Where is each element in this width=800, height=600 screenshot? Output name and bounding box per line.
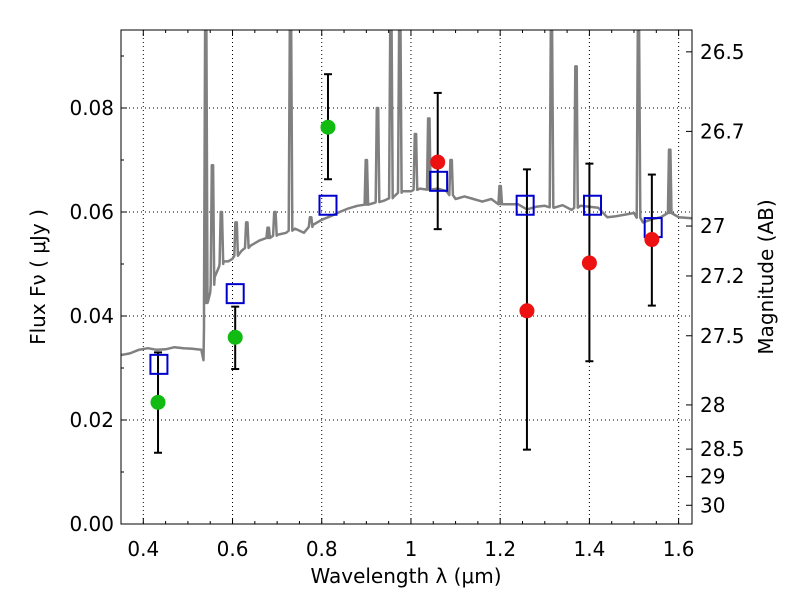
x-axis-label: Wavelength λ (μm): [310, 564, 501, 588]
right-tick-label: 26.5: [700, 40, 745, 64]
y-axis-label: Flux Fν ( μJy ): [26, 209, 50, 345]
detection-layer: [150, 119, 660, 410]
model-box: [225, 283, 245, 305]
red-point: [430, 154, 446, 170]
x-tick-label: 1: [405, 537, 418, 561]
red-point: [644, 232, 660, 248]
right-tick-label: 28.5: [700, 437, 745, 461]
right-tick-label: 30: [700, 493, 725, 517]
right-axis-label: Magnitude (AB): [754, 199, 778, 354]
x-tick-label: 1.2: [484, 537, 516, 561]
model-box: [149, 353, 169, 375]
model-box: [318, 194, 338, 216]
x-tick-label: 0.8: [306, 537, 338, 561]
plot-frame: [120, 29, 693, 525]
y-tick-label: 0.00: [69, 512, 114, 536]
x-tick-label: 0.6: [217, 537, 249, 561]
red-point: [519, 303, 535, 319]
model-box-layer: [149, 170, 663, 375]
green-point: [150, 394, 166, 410]
y-tick-label: 0.06: [69, 200, 114, 224]
y-tick-label: 0.02: [69, 408, 114, 432]
right-tick-label: 27.2: [700, 264, 745, 288]
right-tick-label: 26.7: [700, 119, 745, 143]
y-tick-label: 0.04: [69, 304, 114, 328]
right-tick-label: 27.5: [700, 324, 745, 348]
green-point: [320, 119, 336, 135]
model-box: [429, 170, 449, 192]
tick-layer: 0.4 0.6 0.8 1 1.2 1.4 1.6 0.00 0.02 0.04 0.06 0.08 2…: [69, 30, 745, 561]
model-box: [515, 194, 535, 216]
y-tick-label: 0.08: [69, 96, 114, 120]
model-box: [583, 194, 603, 216]
x-tick-label: 1.4: [573, 537, 605, 561]
sed-layer: [121, 30, 692, 362]
sed-line: [121, 30, 692, 362]
red-point: [581, 255, 597, 271]
x-tick-label: 0.4: [127, 537, 159, 561]
right-tick-label: 28: [700, 393, 725, 417]
green-point: [227, 329, 243, 345]
right-tick-label: 29: [700, 465, 725, 489]
x-tick-label: 1.6: [663, 537, 695, 561]
plot-background: [121, 30, 692, 524]
right-tick-label: 27: [700, 214, 725, 238]
